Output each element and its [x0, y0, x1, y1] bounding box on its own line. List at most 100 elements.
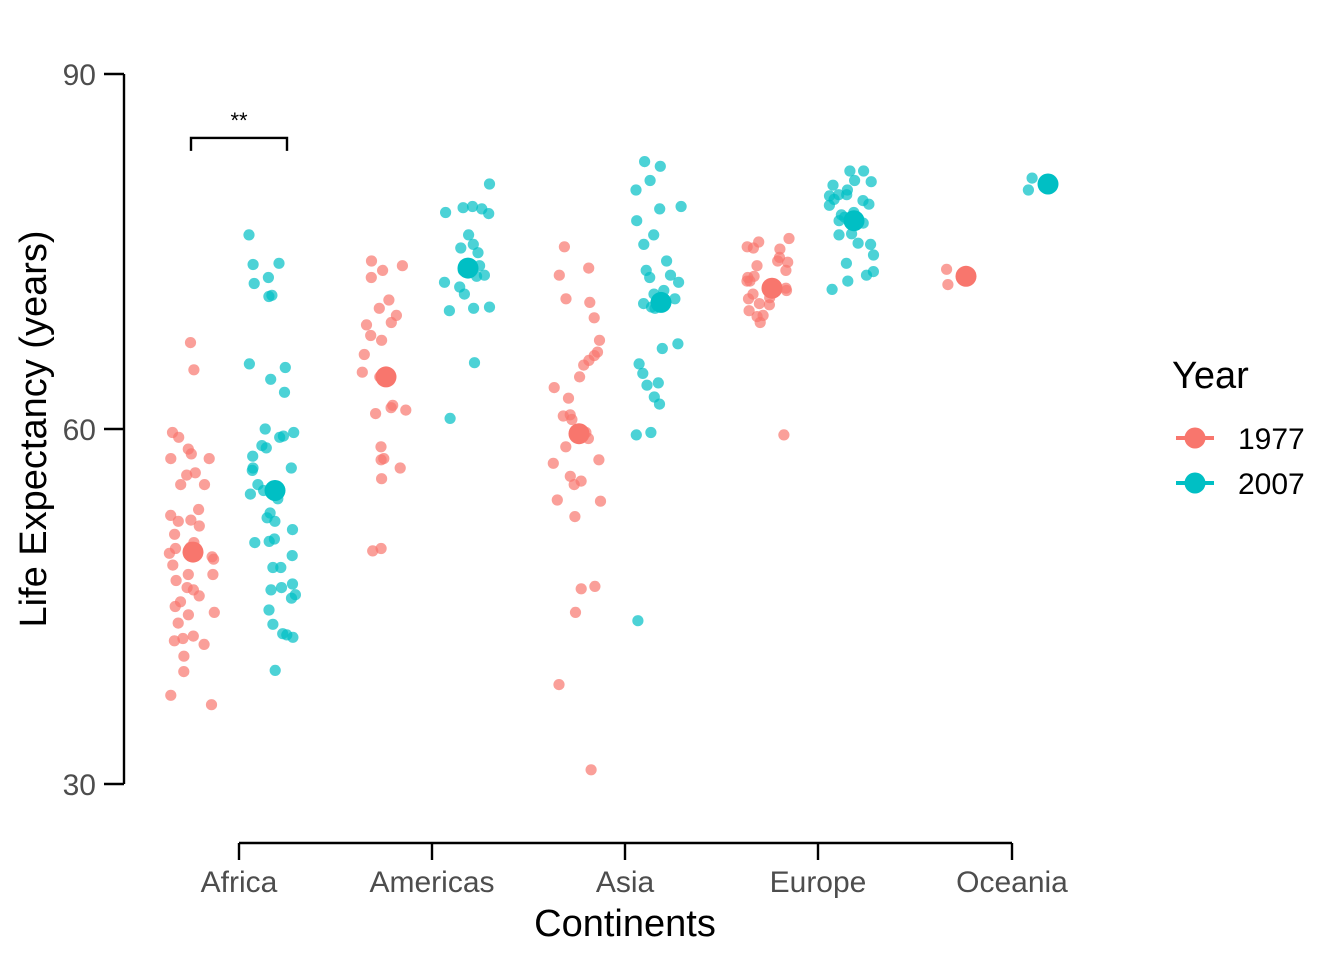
data-point	[193, 520, 205, 532]
data-point	[376, 473, 388, 485]
data-point	[466, 200, 479, 213]
data-point	[189, 467, 201, 479]
y-axis: 30 60 90	[63, 59, 126, 802]
data-point	[778, 429, 790, 441]
y-tick-label: 90	[63, 59, 96, 92]
data-point	[243, 358, 255, 370]
x-tick-label: Asia	[596, 866, 655, 899]
data-point	[483, 301, 496, 313]
data-point	[193, 503, 205, 516]
data-point	[365, 271, 377, 284]
data-point	[841, 189, 853, 201]
data-point	[763, 299, 776, 311]
data-point	[286, 524, 299, 536]
data-point	[547, 457, 559, 469]
mean-point	[457, 257, 479, 279]
data-point	[376, 334, 388, 346]
x-tick-label: Europe	[770, 866, 867, 899]
data-point	[742, 293, 755, 305]
data-point	[263, 604, 275, 616]
data-point	[207, 568, 219, 581]
data-point	[263, 290, 275, 303]
data-point	[367, 545, 379, 557]
data-point	[263, 535, 275, 548]
data-point	[285, 592, 298, 604]
legend-items: 1977 2007	[1176, 423, 1305, 501]
data-point	[584, 296, 596, 308]
data-point	[165, 509, 177, 521]
data-point	[377, 264, 389, 276]
data-point	[178, 650, 190, 662]
data-point	[358, 348, 370, 361]
data-point	[365, 255, 378, 267]
significance-annotations: **	[189, 108, 289, 151]
data-point	[185, 514, 197, 526]
data-points	[163, 156, 1038, 776]
data-point	[741, 275, 753, 287]
data-point	[198, 479, 211, 491]
data-point	[440, 206, 452, 219]
mean-point	[650, 291, 672, 313]
data-point	[483, 208, 495, 220]
data-point	[1022, 184, 1034, 196]
data-point	[823, 199, 836, 211]
x-ticks: Africa Americas Asia Europe Oceania	[201, 843, 1068, 899]
data-point	[187, 630, 199, 642]
data-point	[593, 334, 606, 346]
data-point	[743, 305, 755, 317]
data-point	[244, 488, 256, 500]
data-point	[285, 462, 297, 474]
legend-key-dot	[1184, 427, 1206, 449]
data-point	[631, 215, 643, 227]
data-point	[438, 276, 451, 288]
data-point	[193, 590, 205, 602]
data-point	[780, 284, 793, 297]
data-point	[394, 462, 406, 474]
data-point	[569, 510, 581, 523]
x-tick-label: Americas	[369, 866, 494, 899]
data-point	[375, 454, 387, 466]
y-axis-title: Life Expectancy (years)	[13, 230, 55, 627]
data-point	[247, 450, 259, 462]
data-point	[568, 479, 580, 491]
data-point	[653, 398, 666, 410]
data-point	[175, 479, 187, 491]
data-point	[747, 242, 760, 254]
y-ticks: 30 60 90	[63, 59, 124, 802]
data-point	[594, 495, 607, 507]
data-point	[273, 257, 285, 269]
data-point	[286, 578, 299, 590]
data-point	[644, 174, 656, 187]
data-point	[578, 359, 590, 371]
data-point	[385, 402, 397, 414]
data-point	[188, 364, 200, 376]
data-point	[574, 371, 586, 383]
data-point	[463, 229, 475, 241]
y-tick-label: 30	[63, 769, 96, 802]
data-point	[557, 410, 569, 422]
data-point	[205, 699, 218, 711]
y-tick-label: 60	[63, 414, 96, 447]
data-point	[661, 255, 673, 267]
data-point	[637, 367, 649, 379]
data-point	[443, 305, 455, 317]
data-point	[278, 386, 291, 398]
legend-title: Year	[1172, 355, 1249, 397]
data-point	[560, 441, 572, 453]
data-point	[842, 275, 854, 287]
data-point	[163, 547, 175, 559]
data-point	[865, 176, 877, 188]
legend: Year 1977 2007	[1172, 355, 1305, 501]
data-point	[259, 423, 271, 435]
data-point	[383, 294, 395, 306]
data-point	[639, 156, 651, 168]
data-point	[246, 464, 258, 476]
data-point	[184, 337, 197, 349]
mean-point	[264, 480, 286, 501]
data-point	[269, 664, 281, 677]
data-point	[267, 618, 279, 630]
data-point	[840, 257, 853, 269]
data-point	[370, 408, 382, 420]
data-point	[182, 568, 194, 581]
data-point	[247, 258, 259, 271]
